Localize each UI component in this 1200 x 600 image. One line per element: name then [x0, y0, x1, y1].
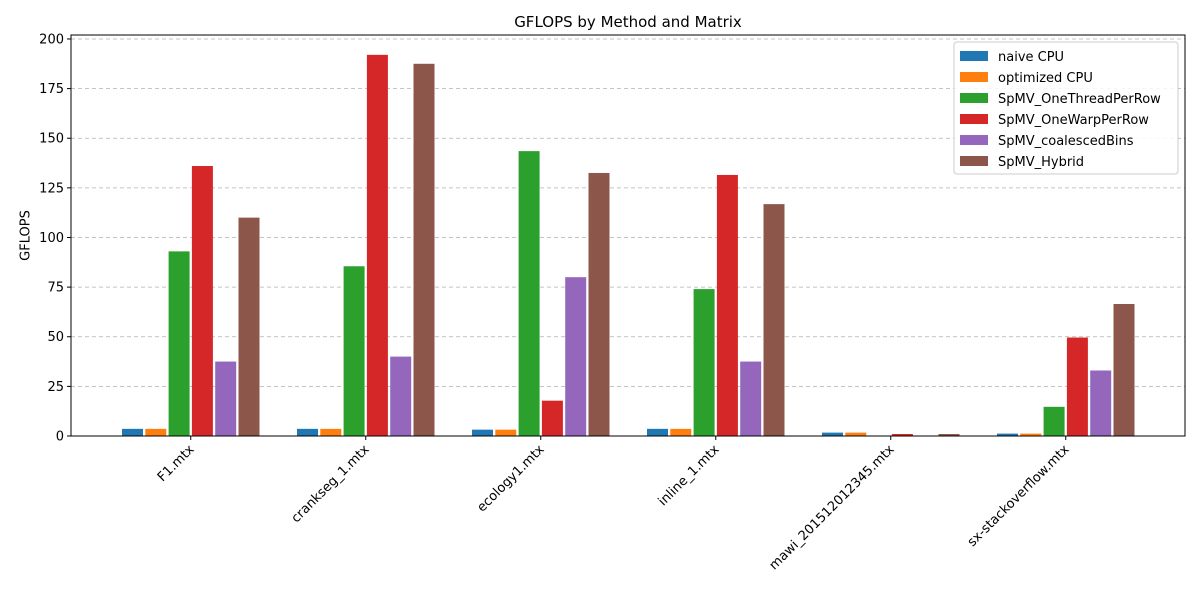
bar-spmv-hybrid-4: [938, 434, 960, 436]
bar-spmv-onewarpperrow-4: [891, 434, 913, 436]
legend-swatch: [960, 93, 988, 103]
x-tick-label: sx-stackoverflow.mtx: [965, 442, 1073, 550]
plot-frame: [70, 34, 1186, 437]
x-ticks: F1.mtx crankseg_1.mtx ecology1.mtx inline_1…: [155, 436, 1073, 573]
y-ticks: 0 25 50 75 100 125 150 175 200: [39, 32, 71, 445]
y-tick-label: 75: [47, 281, 64, 296]
x-tick-label: crankseg_1.mtx: [289, 442, 373, 526]
y-axis-label: GFLOPS: [19, 210, 34, 261]
y-tick-label: 0: [56, 430, 64, 445]
bar-spmv-onethreadperrow-1: [343, 266, 365, 436]
y-tick-label: 100: [39, 231, 64, 246]
legend-label: SpMV_OneThreadPerRow: [998, 92, 1161, 107]
bar-naive-cpu-0: [122, 428, 143, 436]
bar-optimized-cpu-5: [1020, 433, 1042, 436]
bar-naive-cpu-4: [822, 432, 843, 436]
bar-spmv-onethreadperrow-3: [693, 289, 715, 436]
bar-naive-cpu-1: [297, 428, 318, 436]
y-tick-label: 25: [47, 380, 64, 395]
bar-naive-cpu-3: [647, 428, 668, 436]
x-tick-label: ecology1.mtx: [474, 442, 547, 515]
bar-optimized-cpu-2: [495, 429, 517, 436]
bar-naive-cpu-2: [472, 429, 493, 436]
bar-spmv-onethreadperrow-5: [1043, 406, 1065, 436]
bar-spmv-onewarpperrow-0: [191, 166, 213, 436]
bar-spmv-hybrid-3: [763, 204, 785, 436]
bar-spmv-coalescedbins-2: [565, 277, 587, 436]
y-tick-label: 150: [39, 132, 64, 147]
y-tick-label: 175: [39, 82, 64, 97]
legend-label: SpMV_OneWarpPerRow: [998, 113, 1149, 128]
bar-spmv-hybrid-0: [238, 217, 260, 436]
legend-swatch: [960, 114, 988, 124]
bar-optimized-cpu-0: [145, 428, 167, 436]
legend: naive CPU optimized CPU SpMV_OneThreadPerR…: [953, 41, 1179, 175]
legend-label: optimized CPU: [998, 71, 1093, 86]
legend-box: [953, 41, 1179, 175]
bar-spmv-onewarpperrow-3: [716, 174, 738, 436]
legend-label: SpMV_coalescedBins: [998, 134, 1134, 149]
bar-spmv-coalescedbins-5: [1090, 370, 1112, 436]
bar-spmv-onewarpperrow-2: [541, 400, 563, 436]
chart-title: GFLOPS by Method and Matrix: [514, 13, 742, 31]
x-tick-label: mawi_201512012345.mtx: [767, 442, 898, 573]
bar-spmv-coalescedbins-1: [390, 356, 412, 436]
bar-optimized-cpu-3: [670, 428, 692, 436]
bar-spmv-hybrid-5: [1113, 303, 1135, 436]
bar-optimized-cpu-4: [845, 432, 867, 436]
legend-swatch: [960, 156, 988, 166]
bar-spmv-hybrid-2: [588, 172, 610, 436]
legend-swatch: [960, 72, 988, 82]
bar-optimized-cpu-1: [320, 428, 342, 436]
y-tick-label: 50: [47, 330, 64, 345]
bar-spmv-onethreadperrow-2: [518, 151, 540, 436]
legend-label: naive CPU: [998, 50, 1064, 65]
legend-swatch: [960, 135, 988, 145]
bar-spmv-onethreadperrow-0: [168, 251, 190, 436]
legend-swatch: [960, 51, 988, 61]
x-tick-label: F1.mtx: [155, 442, 198, 485]
bar-spmv-coalescedbins-0: [215, 361, 237, 436]
y-tick-label: 200: [39, 32, 64, 47]
x-tick-label: inline_1.mtx: [656, 442, 723, 509]
bar-spmv-coalescedbins-3: [740, 361, 762, 436]
bar-naive-cpu-5: [997, 433, 1018, 436]
y-tick-label: 125: [39, 181, 64, 196]
bars-layer: [122, 54, 1135, 436]
bar-spmv-onewarpperrow-5: [1066, 337, 1088, 436]
bar-spmv-onewarpperrow-1: [366, 54, 388, 436]
legend-label: SpMV_Hybrid: [998, 155, 1084, 170]
bar-spmv-hybrid-1: [413, 63, 435, 436]
